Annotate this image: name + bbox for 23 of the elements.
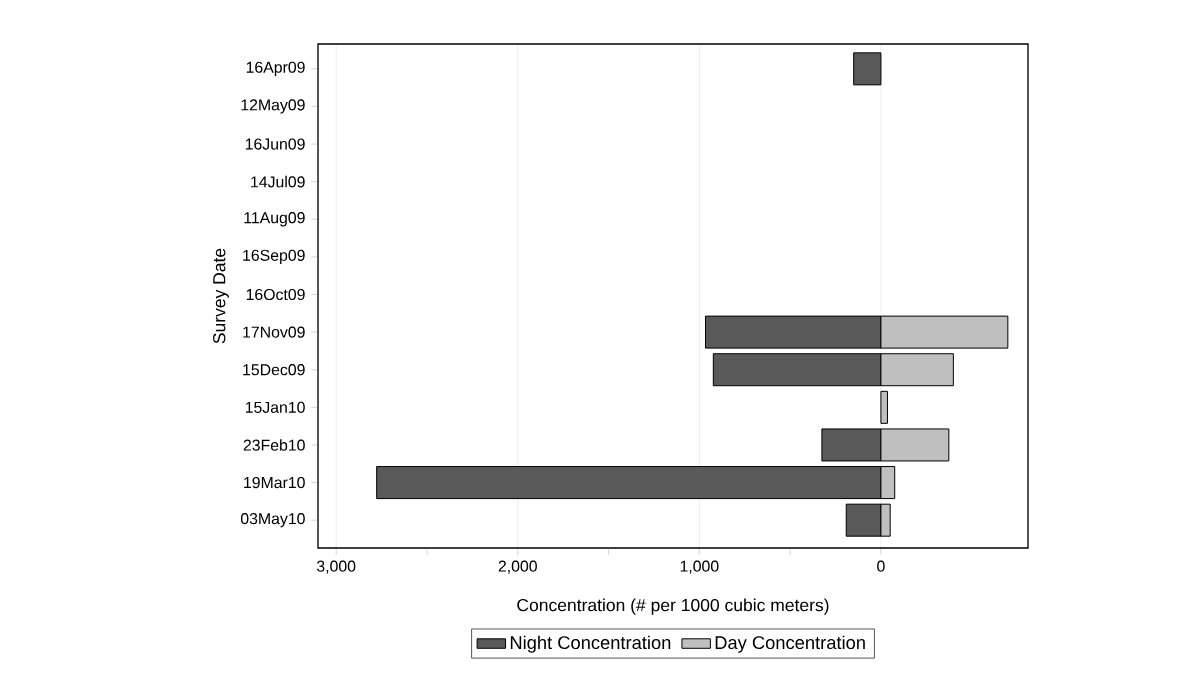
x-tick-label: 1,000	[680, 560, 719, 574]
y-tick-label: 15Dec09	[243, 364, 305, 376]
y-axis-title: Survey Date	[213, 248, 229, 344]
bar	[853, 52, 882, 86]
y-tick-label: 12May09	[241, 99, 305, 114]
y-tick-label: 16Oct09	[246, 288, 305, 301]
y-tick-label: 16Sep09	[243, 249, 305, 265]
x-tick-label: 2,000	[498, 560, 537, 574]
x-tick-label: 3,000	[316, 560, 356, 574]
bar	[880, 390, 888, 424]
y-tick-label: 16Apr09	[246, 61, 305, 77]
legend-label: Night Concentration	[510, 635, 671, 653]
y-tick-label: 15Jan10	[245, 401, 305, 413]
y-tick-label: 17Nov09	[243, 326, 305, 338]
y-tick-label: 23Feb10	[243, 439, 305, 451]
y-tick-label: 19Mar10	[244, 476, 305, 489]
x-axis-title: Concentration (# per 1000 cubic meters)	[517, 598, 829, 615]
x-tick-label: 0	[877, 560, 885, 572]
legend-label: Day Concentration	[715, 635, 865, 653]
y-tick-label: 14Jul09	[251, 175, 305, 188]
y-tick-label: 11Aug09	[244, 212, 305, 227]
y-tick-label: 03May10	[240, 513, 305, 528]
y-tick-label: 16Jun09	[245, 138, 305, 150]
